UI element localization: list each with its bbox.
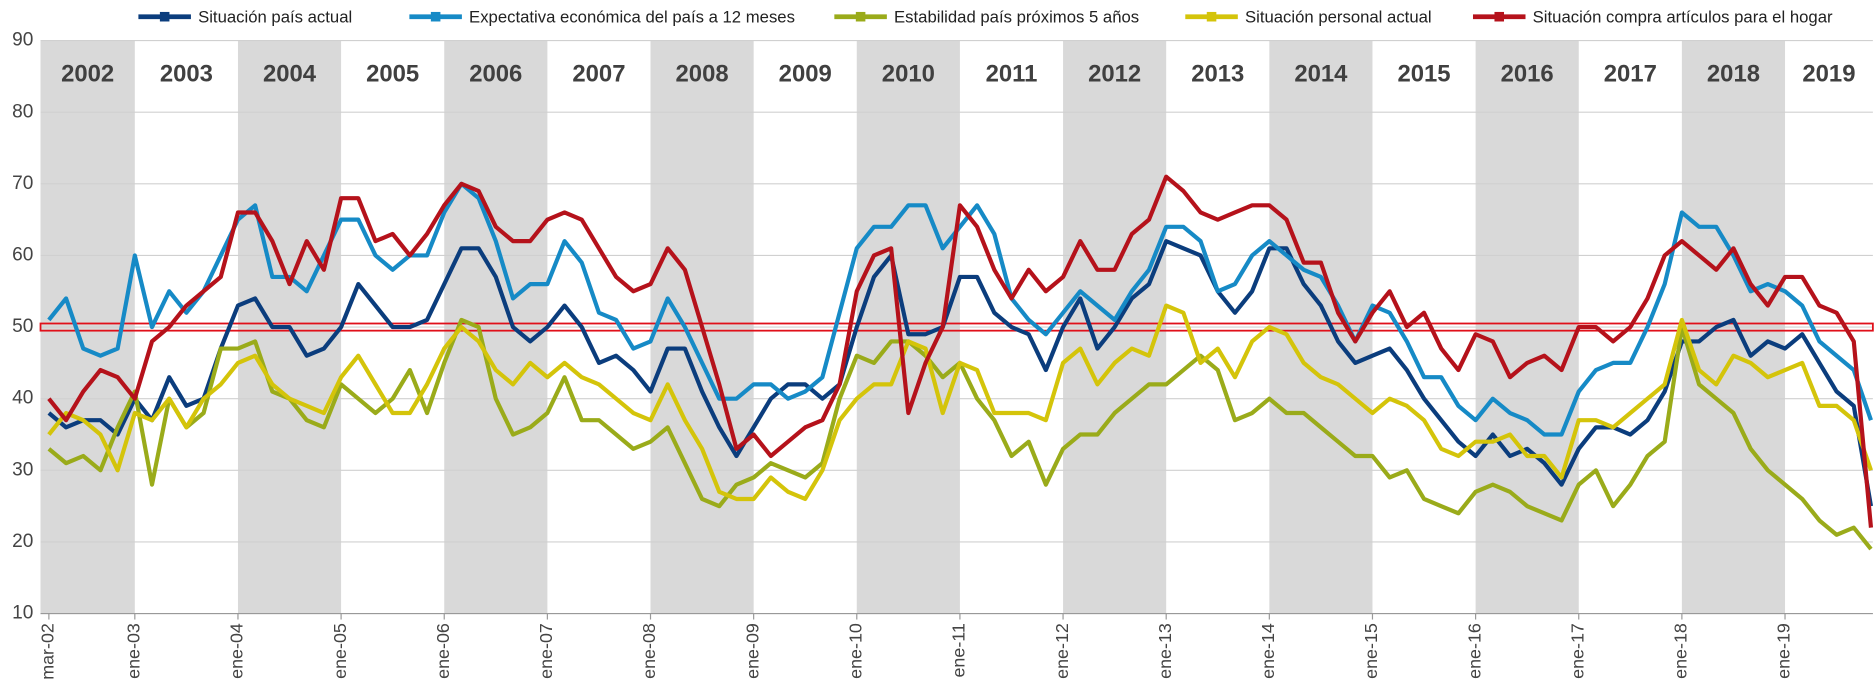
legend-marker — [1206, 11, 1217, 22]
x-tick-label: ene-04 — [227, 623, 247, 679]
x-tick-label: ene-05 — [330, 623, 350, 679]
year-label: 2016 — [1501, 61, 1554, 88]
y-tick-label: 30 — [12, 459, 33, 480]
x-tick-label: ene-07 — [536, 623, 556, 679]
y-tick-label: 40 — [12, 388, 33, 409]
x-tick-label: ene-08 — [639, 623, 659, 679]
x-tick-label: ene-16 — [1464, 623, 1484, 679]
x-tick-label: ene-17 — [1567, 623, 1587, 679]
x-tick-label: ene-12 — [1052, 623, 1072, 679]
legend-marker — [159, 11, 170, 22]
year-label: 2009 — [779, 61, 832, 88]
x-tick-label: ene-10 — [846, 623, 866, 679]
legend-label: Expectativa económica del país a 12 mese… — [469, 7, 795, 26]
x-tick-label: ene-09 — [742, 623, 762, 679]
year-label: 2004 — [263, 61, 317, 88]
year-label: 2013 — [1191, 61, 1244, 88]
year-label: 2014 — [1294, 61, 1348, 88]
series-line — [47, 181, 1873, 437]
year-label: 2017 — [1604, 61, 1657, 88]
legend-label: Situación compra artículos para el hogar — [1533, 7, 1833, 26]
year-label: 2012 — [1088, 61, 1141, 88]
year-label: 2011 — [986, 61, 1038, 88]
year-label: 2002 — [61, 61, 114, 88]
year-label: 2018 — [1707, 61, 1760, 88]
year-label: 2015 — [1397, 61, 1450, 88]
x-tick-label: ene-18 — [1671, 623, 1691, 679]
year-label: 2005 — [366, 61, 419, 88]
year-label: 2006 — [469, 61, 522, 88]
legend-marker — [855, 11, 866, 22]
year-label: 2007 — [572, 61, 625, 88]
reference-line — [39, 322, 1874, 332]
y-tick-label: 80 — [12, 101, 33, 122]
y-tick-label: 90 — [12, 30, 33, 51]
x-tick-label: ene-13 — [1155, 623, 1175, 679]
x-tick-label: ene-06 — [433, 623, 453, 679]
year-label: 2019 — [1802, 61, 1855, 88]
x-tick-label: ene-19 — [1774, 623, 1794, 679]
y-tick-label: 20 — [12, 531, 33, 552]
legend-marker — [430, 11, 441, 22]
year-label: 2010 — [882, 61, 935, 88]
legend-marker — [1494, 11, 1505, 22]
series-line — [47, 303, 1873, 502]
x-tick-label: ene-14 — [1258, 623, 1278, 679]
y-tick-label: 10 — [12, 603, 33, 624]
legend-label: Situación personal actual — [1245, 7, 1432, 26]
year-label: 2003 — [160, 61, 213, 88]
legend-label: Situación país actual — [198, 7, 352, 26]
legend-label: Estabilidad país próximos 5 años — [894, 7, 1139, 26]
y-tick-label: 70 — [12, 173, 33, 194]
x-tick-label: ene-15 — [1361, 623, 1381, 679]
y-tick-label: 60 — [12, 245, 33, 266]
series-line — [47, 174, 1874, 528]
x-tick-label: ene-11 — [949, 623, 969, 677]
y-tick-label: 50 — [12, 316, 33, 337]
x-tick-label: mar-02 — [38, 623, 58, 680]
year-label: 2008 — [676, 61, 729, 88]
series-line — [47, 239, 1874, 507]
x-tick-label: ene-03 — [124, 623, 144, 679]
